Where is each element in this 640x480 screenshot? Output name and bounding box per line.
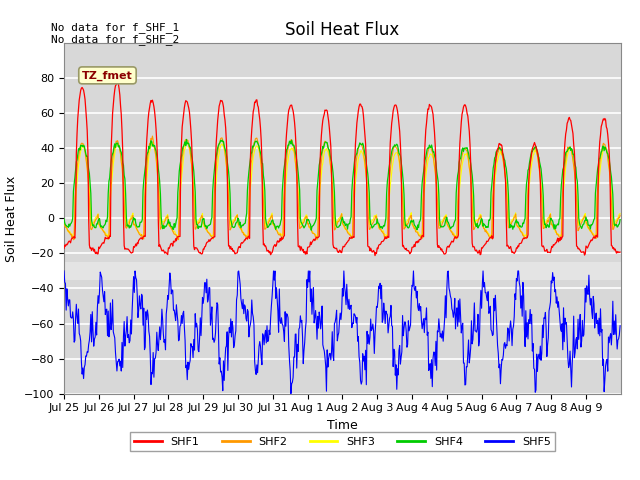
Title: Soil Heat Flux: Soil Heat Flux — [285, 21, 399, 39]
Y-axis label: Soil Heat Flux: Soil Heat Flux — [5, 175, 19, 262]
Bar — [64, 262, 621, 280]
Legend: SHF1, SHF2, SHF3, SHF4, SHF5: SHF1, SHF2, SHF3, SHF4, SHF5 — [129, 432, 556, 451]
Text: No data for f_SHF_1: No data for f_SHF_1 — [51, 22, 179, 33]
Text: TZ_fmet: TZ_fmet — [82, 70, 133, 81]
Text: No data for f_SHF_2: No data for f_SHF_2 — [51, 34, 179, 45]
X-axis label: Time: Time — [327, 419, 358, 432]
